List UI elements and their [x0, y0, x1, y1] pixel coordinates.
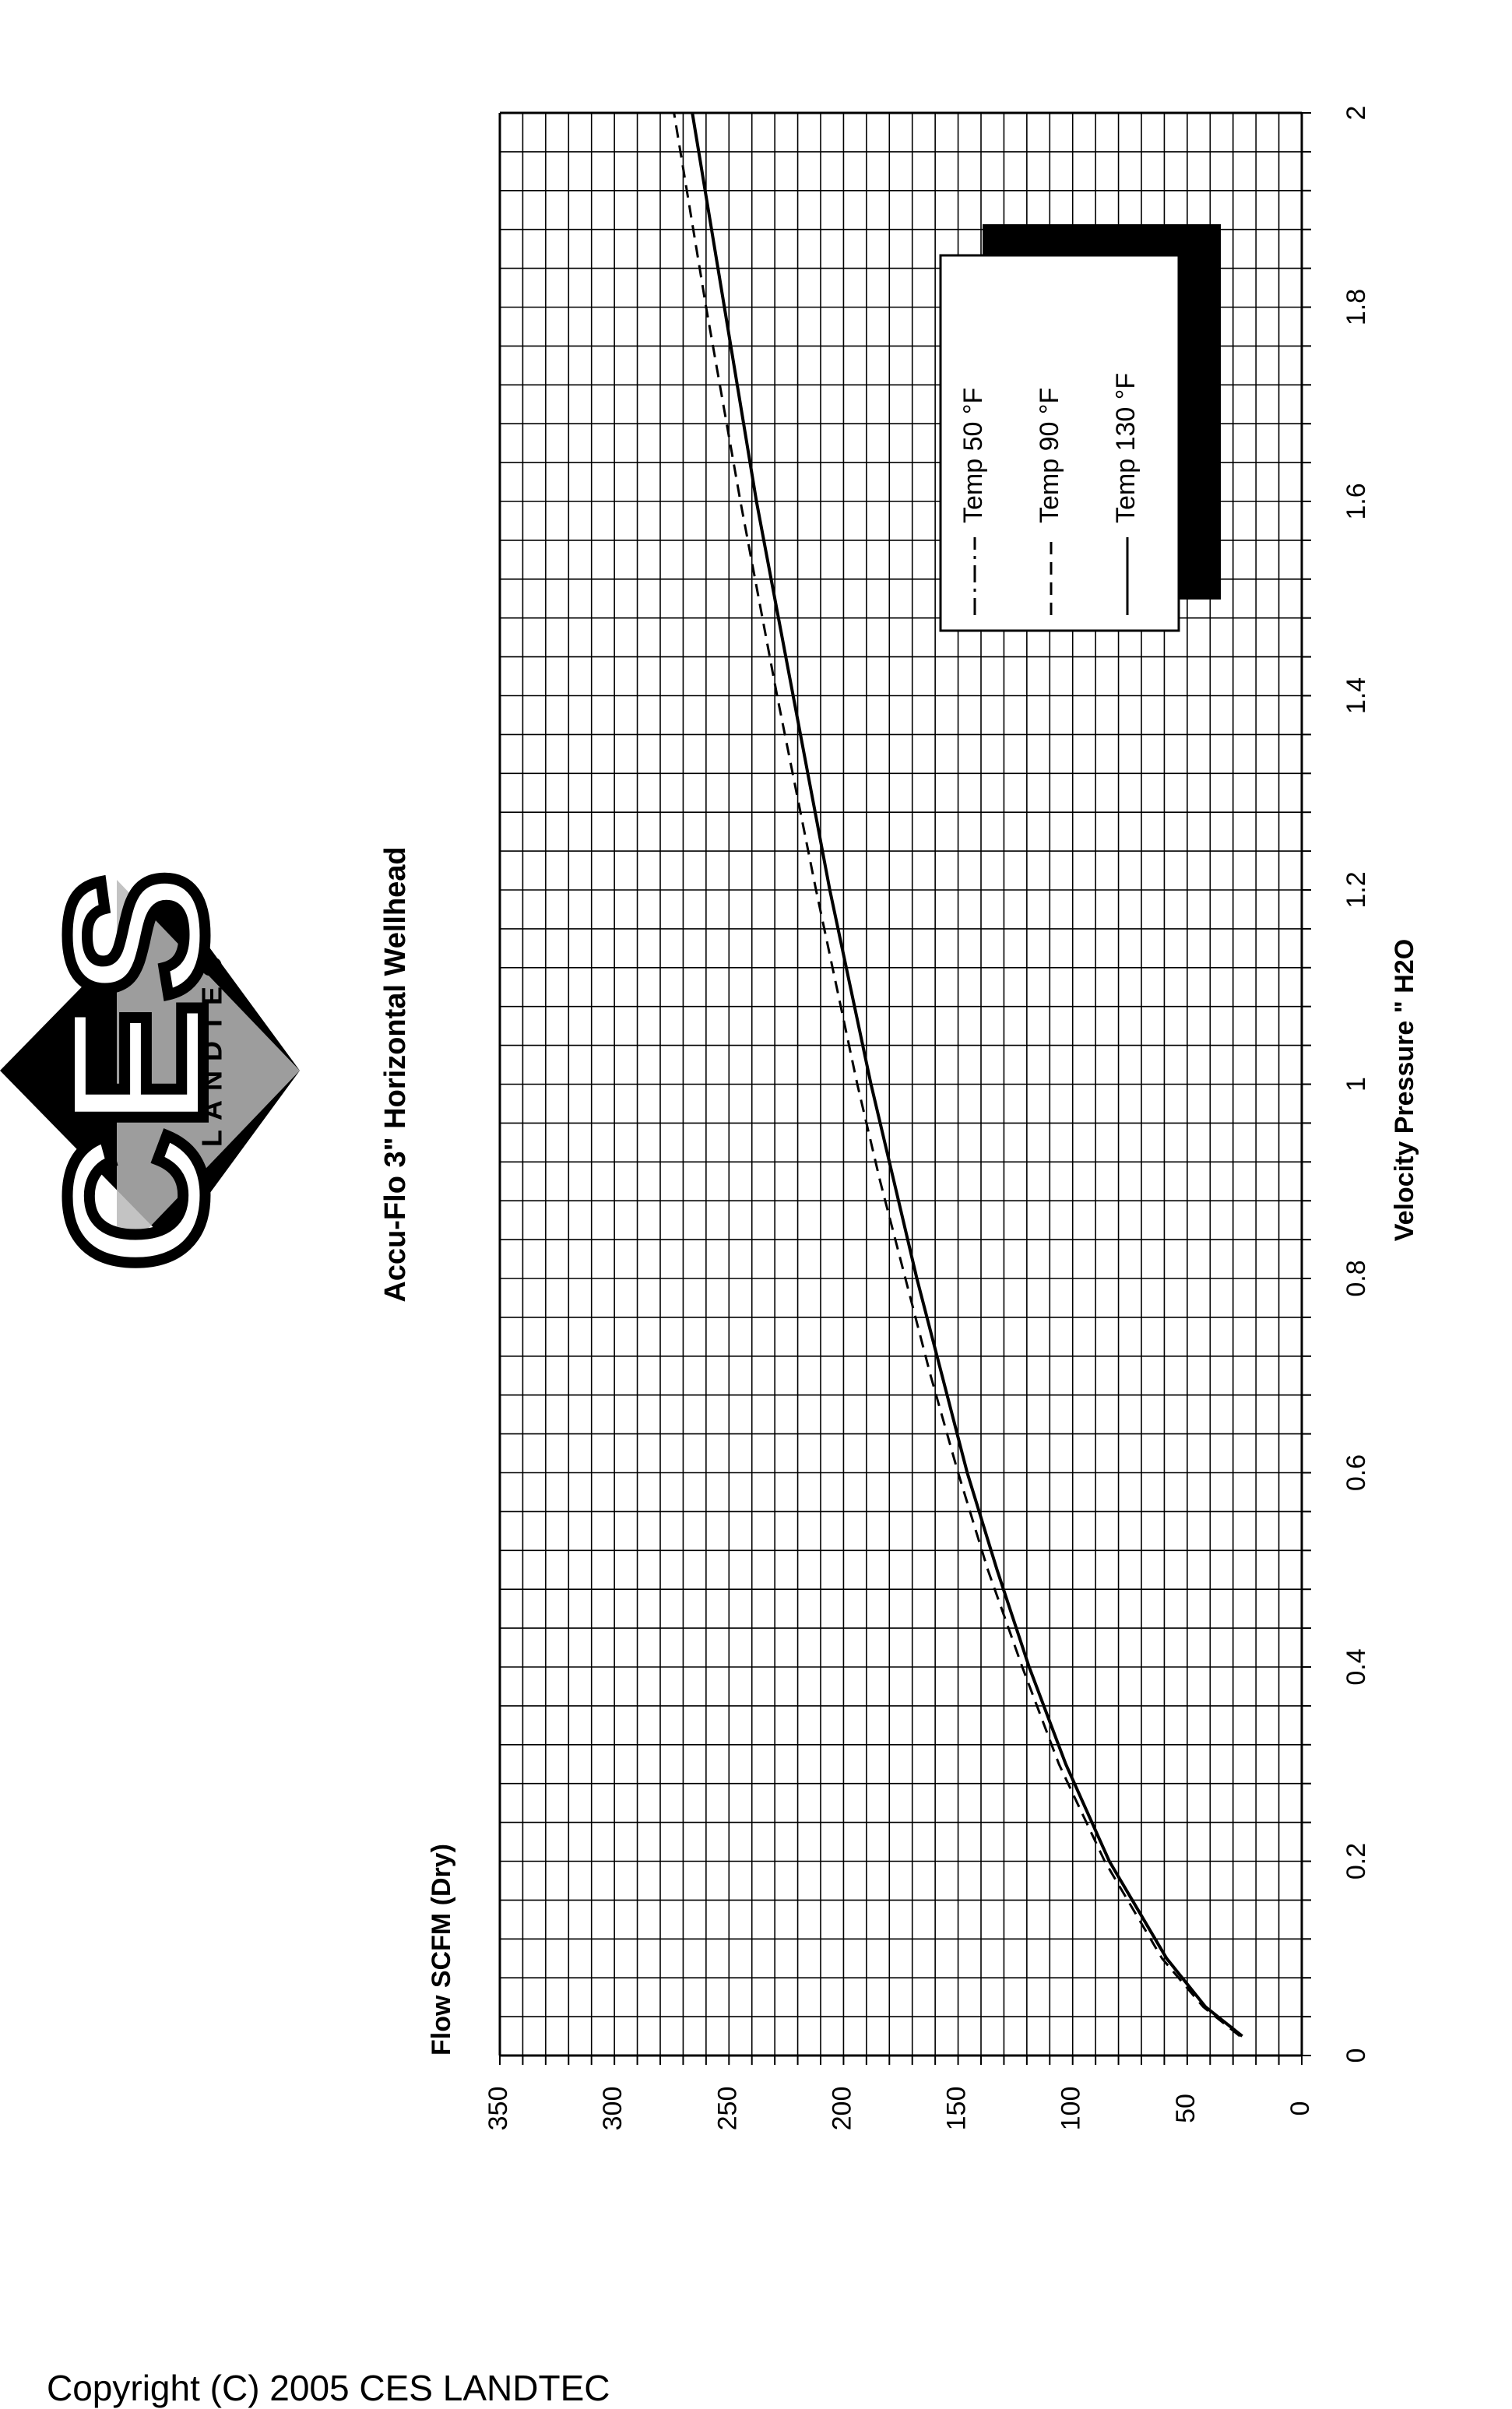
- x-tick-label: 1.4: [1341, 677, 1371, 714]
- logo-subtext: LANDTEC: [196, 948, 228, 1147]
- svg-text:CES: CES: [27, 870, 244, 1271]
- y-tick-label: 150: [942, 2087, 972, 2131]
- y-tick-label: 200: [827, 2087, 856, 2131]
- x-axis-label: Velocity Pressure " H2O: [1390, 939, 1419, 1241]
- logo-diamond-grey: [117, 880, 300, 1261]
- logo-letters: CES: [22, 865, 250, 1276]
- y-tick-label: 0: [1285, 2101, 1315, 2116]
- legend-label-3: Temp 130 °F: [1111, 373, 1141, 523]
- x-tick-label: 0.6: [1341, 1454, 1371, 1491]
- x-tick-label: 0.4: [1341, 1648, 1371, 1685]
- series-line-3: [691, 112, 1243, 2038]
- ces-landtec-logo-icon: CES LANDTEC: [0, 865, 300, 1276]
- y-tick-label: 50: [1171, 2094, 1201, 2123]
- x-tick-label: 0.2: [1341, 1843, 1371, 1880]
- legend-label-1: Temp 50 °F: [958, 388, 988, 523]
- x-tick-label: 1.8: [1341, 289, 1371, 325]
- y-tick-label: 100: [1057, 2087, 1086, 2131]
- series-lines: [673, 112, 1243, 2038]
- x-tick-label: 1.2: [1341, 871, 1371, 908]
- x-tick-label: 1.6: [1341, 483, 1371, 519]
- svg-text:LANDTEC: LANDTEC: [196, 948, 228, 1147]
- copyright-text: Copyright (C) 2005 CES LANDTEC: [47, 2368, 610, 2408]
- y-tick-label: 300: [598, 2087, 628, 2131]
- x-tick-label: 0: [1341, 2049, 1371, 2063]
- y-tick-label: 350: [483, 2087, 513, 2131]
- legend: Temp 50 °F Temp 90 °F Temp 130 °F: [939, 224, 1221, 632]
- x-tick-label: 2: [1341, 106, 1371, 121]
- chart-title: Accu-Flo 3" Horizontal Wellhead: [379, 846, 412, 1302]
- series-line-2: [673, 112, 1241, 2038]
- grid: [498, 111, 1311, 2065]
- legend-box: [939, 254, 1180, 632]
- tick-labels: 0 0.2 0.4 0.6 0.8 1 1.2 1.4 1.6 1.8 2 0 50 100 150 200 2…: [483, 106, 1371, 2131]
- legend-label-2: Temp 90 °F: [1035, 388, 1064, 523]
- x-tick-label: 1: [1341, 1077, 1371, 1092]
- y-axis-label: Flow SCFM (Dry): [427, 1844, 456, 2056]
- x-tick-label: 0.8: [1341, 1260, 1371, 1296]
- y-tick-label: 250: [712, 2087, 742, 2131]
